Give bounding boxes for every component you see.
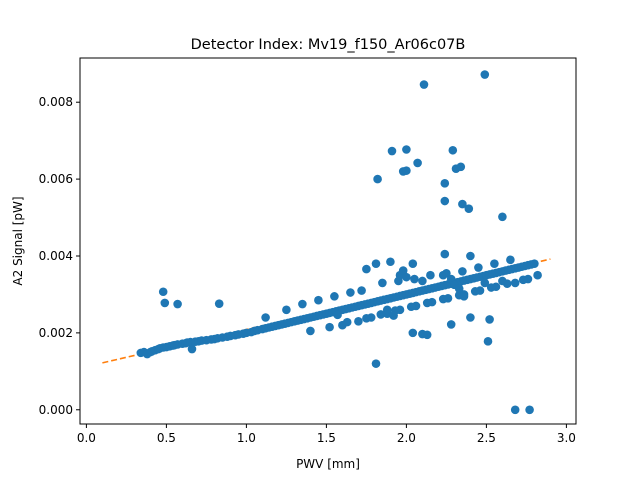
data-point [386, 257, 395, 267]
data-point [459, 292, 469, 301]
data-point [510, 405, 520, 415]
data-point [325, 322, 334, 332]
data-point [298, 299, 307, 309]
data-points-layer [136, 70, 542, 415]
data-point [510, 278, 520, 288]
data-point [342, 317, 352, 327]
data-point [474, 263, 483, 272]
data-point [373, 174, 382, 184]
data-point [486, 283, 496, 292]
x-tick-label: 1.5 [317, 431, 336, 445]
data-point [354, 317, 363, 326]
data-point [330, 292, 339, 301]
data-point [382, 305, 392, 315]
data-point [466, 313, 475, 322]
data-point [357, 286, 366, 295]
data-point [446, 320, 456, 329]
data-point [440, 179, 450, 188]
data-point [376, 310, 386, 319]
data-point [458, 199, 467, 209]
data-point [466, 251, 475, 261]
data-point [464, 204, 474, 214]
y-axis-ticks: 0.000 0.002 0.004 0.006 0.008 [39, 95, 80, 417]
data-point [306, 326, 315, 336]
data-point [498, 212, 507, 222]
data-point [413, 158, 422, 168]
data-point [371, 259, 381, 268]
x-tick-label: 0.5 [157, 431, 176, 445]
data-point [426, 270, 435, 280]
data-point [506, 255, 515, 265]
y-tick-label: 0.006 [39, 172, 73, 186]
y-axis-label: A2 Signal [pW] [11, 196, 25, 285]
x-tick-label: 3.0 [557, 431, 576, 445]
data-point [333, 310, 342, 320]
data-point [173, 299, 182, 309]
data-point [451, 164, 461, 174]
data-point [160, 298, 170, 308]
data-point [418, 276, 427, 286]
data-point [362, 264, 371, 274]
data-point [480, 70, 490, 79]
data-point [483, 337, 493, 346]
x-axis-ticks: 0.0 0.5 1.0 1.5 2.0 2.5 3.0 [77, 424, 576, 445]
data-point [440, 249, 450, 259]
data-point [498, 276, 507, 286]
data-point [480, 278, 490, 288]
x-tick-label: 2.0 [397, 431, 416, 445]
chart-title: Detector Index: Mv19_f150_Ar06c07B [191, 37, 466, 53]
data-point [518, 275, 528, 285]
data-point [402, 272, 411, 282]
data-point [448, 145, 458, 155]
data-point [378, 278, 387, 288]
data-point [389, 311, 398, 320]
y-tick-label: 0.008 [39, 95, 73, 109]
data-point [438, 294, 448, 304]
data-point [438, 270, 448, 280]
data-point [214, 299, 224, 308]
data-point [402, 145, 411, 154]
data-point [158, 287, 168, 297]
y-tick-label: 0.000 [39, 403, 73, 417]
plot-area-frame [79, 57, 577, 425]
data-point [485, 315, 494, 324]
data-point [406, 302, 416, 312]
data-point [422, 330, 432, 340]
data-point [261, 313, 270, 322]
data-point [410, 274, 419, 284]
y-tick-label: 0.002 [39, 326, 73, 340]
x-axis-label: PWV [mm] [296, 457, 360, 471]
data-point [314, 295, 323, 305]
x-tick-label: 0.0 [77, 431, 96, 445]
data-point [398, 266, 408, 275]
data-point [490, 259, 499, 268]
data-point [402, 166, 411, 175]
data-point [187, 344, 197, 354]
data-point [533, 270, 542, 280]
data-point [387, 146, 397, 156]
data-point [530, 259, 539, 268]
data-point [458, 267, 467, 276]
data-point [440, 196, 450, 206]
data-point [282, 305, 291, 315]
data-point [454, 284, 464, 293]
y-tick-label: 0.004 [39, 249, 73, 263]
data-point [525, 405, 534, 415]
data-point [419, 80, 429, 89]
data-point [470, 287, 480, 296]
x-tick-label: 1.0 [237, 431, 256, 445]
data-point [362, 313, 371, 323]
x-tick-label: 2.5 [477, 431, 496, 445]
data-point [408, 259, 418, 268]
data-point [346, 288, 355, 297]
data-point [422, 298, 432, 308]
data-point [408, 328, 418, 338]
data-point [371, 359, 381, 368]
